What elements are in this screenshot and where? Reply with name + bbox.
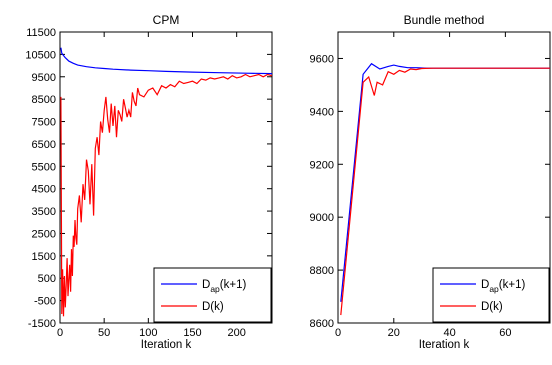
x-tick-label: 20 — [388, 327, 400, 339]
series-line-dap — [60, 47, 272, 75]
series-line-d — [60, 73, 272, 317]
legend-label: D(k) — [202, 301, 224, 313]
y-tick-label: 10500 — [25, 49, 56, 61]
x-tick-label: 50 — [98, 327, 110, 339]
legend: Dap(k+1) D(k) — [153, 267, 272, 323]
y-tick-label: 9600 — [310, 53, 334, 65]
y-tick-label: 9500 — [32, 72, 56, 84]
legend-box — [153, 267, 272, 323]
y-tick-label: 8500 — [32, 94, 56, 106]
x-tick-label: 60 — [499, 327, 511, 339]
y-tick-label: 8800 — [310, 265, 334, 277]
legend-box — [432, 267, 550, 323]
y-tick-label: 9200 — [310, 159, 334, 171]
y-tick-label: 1500 — [32, 251, 56, 263]
legend-label: Dap(k+1) — [481, 279, 525, 294]
legend: Dap(k+1) D(k) — [432, 267, 550, 323]
legend-label: Dap(k+1) — [202, 279, 246, 294]
chart-title: CPM — [153, 13, 180, 27]
y-tick-label: 6500 — [32, 139, 56, 151]
x-tick-label: 0 — [57, 327, 63, 339]
chart-title: Bundle method — [404, 13, 485, 27]
y-tick-label: 8600 — [310, 318, 334, 330]
y-tick-label: 4500 — [32, 184, 56, 196]
series-line-d — [340, 67, 550, 316]
y-tick-label: 7500 — [32, 117, 56, 129]
chart-0: CPM-1500-5005001500250035004500550065007… — [25, 13, 273, 351]
y-tick-label: 5500 — [32, 161, 56, 173]
legend-label: D(k) — [481, 301, 503, 313]
y-tick-label: 3500 — [32, 206, 56, 218]
x-tick-label: 40 — [443, 327, 455, 339]
y-tick-label: 9000 — [310, 212, 334, 224]
y-tick-label: 2500 — [32, 228, 56, 240]
x-tick-label: 200 — [227, 327, 245, 339]
y-tick-label: -1500 — [28, 318, 56, 330]
y-tick-label: -500 — [34, 296, 56, 308]
y-tick-label: 11500 — [26, 27, 56, 39]
x-tick-label: 150 — [183, 327, 201, 339]
x-axis-label: Iteration k — [419, 339, 470, 351]
y-tick-label: 9400 — [310, 106, 334, 118]
x-tick-label: 100 — [139, 327, 157, 339]
x-tick-label: 0 — [335, 327, 341, 339]
x-axis-label: Iteration k — [141, 339, 192, 351]
y-tick-label: 500 — [38, 273, 56, 285]
chart-1: Bundle method 8600 8800 9000 9200 9400 9600 0 20… — [310, 13, 551, 351]
